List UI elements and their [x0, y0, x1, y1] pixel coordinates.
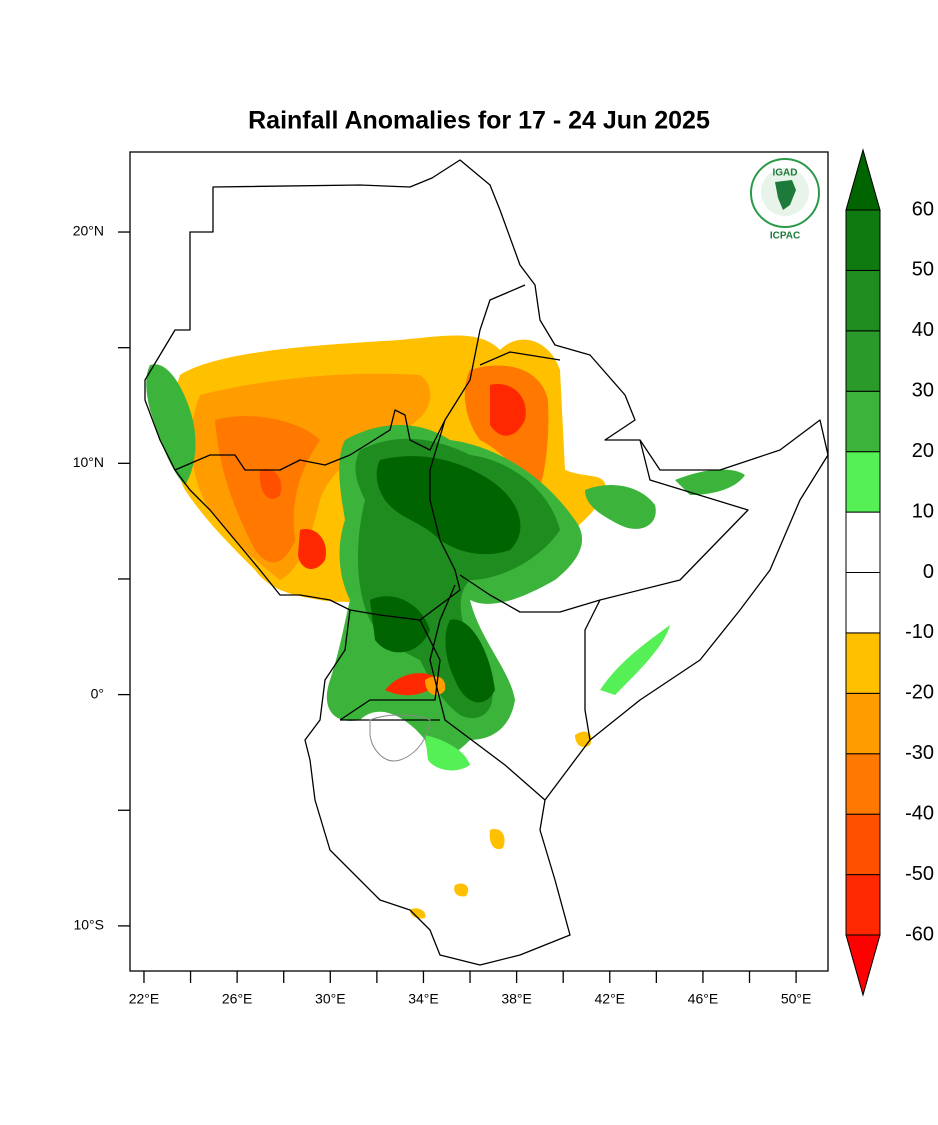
lake-victoria: [369, 714, 431, 762]
colorbar-label: 10: [912, 500, 934, 522]
x-tick-label: 26°E: [222, 991, 253, 1007]
colorbar-label: -40: [905, 802, 934, 824]
colorbar-label: 50: [912, 259, 934, 281]
logo-bottom: ICPAC: [770, 231, 800, 242]
colorbar-box: [845, 269, 881, 332]
logo-top: IGAD: [773, 168, 798, 179]
logo: IGAD ICPAC: [750, 158, 820, 242]
colorbar-box: [845, 390, 881, 453]
colorbar: -60 -50 -40 -30 -20 -10 0 10 20 30 40 50 60: [845, 148, 934, 997]
colorbar-label: -50: [905, 863, 934, 885]
logo-map: [775, 180, 796, 210]
x-tick-label: 42°E: [595, 991, 626, 1007]
x-tick-label: 22°E: [129, 991, 160, 1007]
y-tick-label: 20°N: [73, 223, 104, 239]
colorbar-label: 60: [912, 198, 934, 220]
colorbar-label: -10: [905, 621, 934, 643]
y-tick-label: 10°N: [73, 454, 104, 470]
title: Rainfall Anomalies for 17 - 24 Jun 2025: [248, 107, 710, 135]
x-tick-label: 38°E: [501, 991, 532, 1007]
colorbar-low: [845, 934, 881, 997]
colorbar-box: [845, 692, 881, 755]
x-tick-label: 34°E: [408, 991, 439, 1007]
colorbar-box: [845, 572, 881, 634]
colorbar-box: [845, 451, 881, 513]
y-tick-label: 10°S: [73, 917, 104, 933]
colorbar-label: 40: [912, 319, 934, 341]
x-tick-label: 30°E: [315, 991, 346, 1007]
colorbar-label: -60: [905, 923, 934, 945]
colorbar-label: 0: [923, 561, 934, 583]
y-tick-label: 0°: [91, 685, 104, 701]
colorbar-label: 20: [912, 440, 934, 462]
colorbar-box: [845, 632, 881, 694]
axes: 22°E 26°E 30°E 34°E 38°E 42°E 46°E 50°E 20°N 10°N…: [73, 223, 812, 1007]
colorbar-box: [845, 330, 881, 392]
x-tick-label: 46°E: [688, 991, 719, 1007]
x-tick-label: 50°E: [781, 991, 812, 1007]
colorbar-box: [845, 209, 881, 271]
region-outline: [144, 159, 829, 966]
colorbar-box: [845, 874, 881, 936]
colorbar-label: -30: [905, 742, 934, 764]
colorbar-label: 30: [912, 380, 934, 402]
colorbar-box: [845, 813, 881, 876]
colorbar-box: [845, 511, 881, 573]
colorbar-box: [845, 753, 881, 815]
colorbar-label: -20: [905, 682, 934, 704]
country-borders: [174, 284, 749, 801]
colorbar-high: [845, 148, 881, 211]
